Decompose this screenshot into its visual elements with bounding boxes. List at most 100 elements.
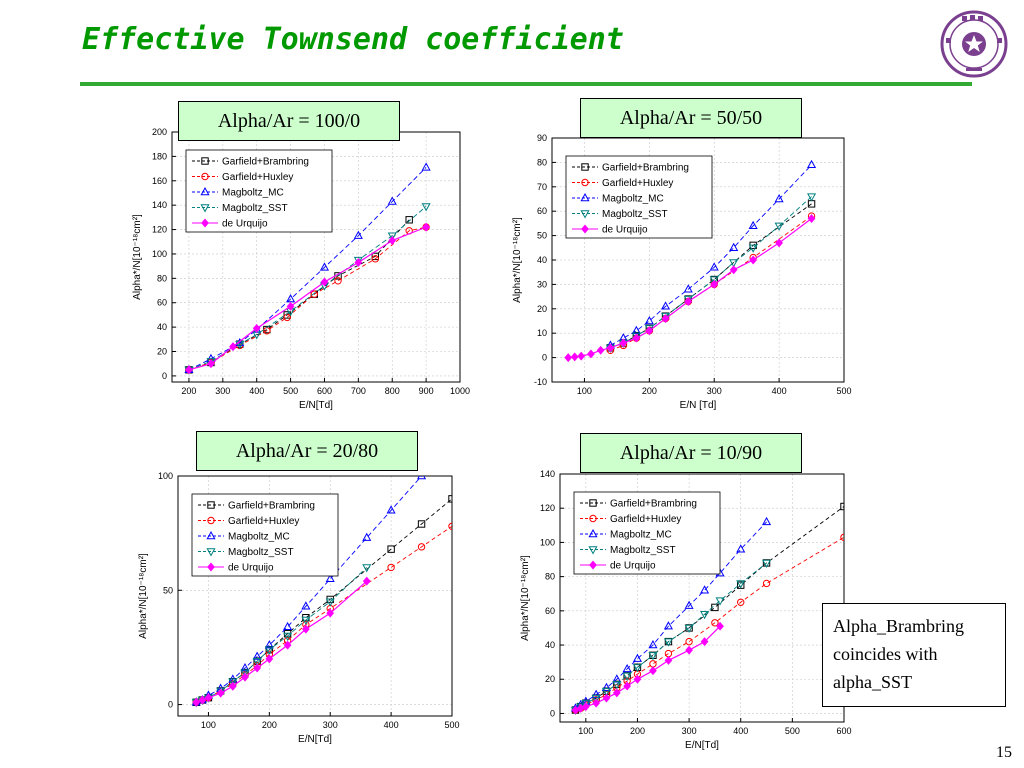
data-point — [264, 646, 274, 655]
data-point — [417, 520, 426, 528]
data-point — [371, 255, 379, 263]
chart-alpha-ar-20-80: 100 200 300 400 500 0 50 100 E/N[Td] Alpha*/N[10⁻… — [128, 462, 478, 752]
x-tick-label: 1000 — [450, 386, 470, 396]
y-tick-label: 0 — [162, 371, 167, 381]
plot-frame — [559, 473, 845, 723]
x-tick-label: 500 — [444, 720, 459, 730]
legend-marker — [589, 499, 597, 507]
data-point — [601, 682, 612, 691]
legend-marker — [201, 218, 209, 228]
data-point — [310, 290, 319, 298]
chart-alpha-ar-100-0: 200 300 400 500 600 700 800 900 1000 0 20 40 60 80 100… — [118, 120, 478, 420]
legend-label: Garfield+Huxley — [222, 172, 293, 183]
data-point — [325, 598, 335, 607]
legend-marker — [588, 546, 598, 555]
y-tick-label: -10 — [534, 377, 547, 387]
legend-label: Garfield+Huxley — [602, 178, 673, 189]
data-point — [749, 255, 758, 265]
y-tick-label: 40 — [545, 640, 555, 650]
data-point — [661, 314, 670, 324]
y-tick-label: 0 — [542, 353, 547, 363]
data-point — [192, 697, 201, 707]
data-point — [663, 638, 673, 647]
series-line — [188, 167, 427, 371]
data-point — [564, 353, 573, 363]
data-point — [684, 297, 693, 306]
legend-label: Magboltz_SST — [602, 209, 668, 220]
y-tick-label: 140 — [540, 469, 555, 479]
data-point — [612, 681, 622, 690]
label-alpha-ar-20-80: Alpha/Ar = 20/80 — [196, 431, 418, 471]
legend: Garfield+Brambring Garfield+Huxley Magbolt… — [185, 149, 333, 233]
data-point — [729, 242, 739, 251]
legend-label: de Urquijo — [222, 219, 268, 230]
y-tick-label: 80 — [545, 572, 555, 582]
data-point — [185, 365, 193, 375]
series-line — [568, 218, 812, 359]
legend-marker — [589, 514, 597, 523]
series-line — [188, 219, 410, 371]
plot-frame — [177, 475, 453, 717]
data-point — [664, 655, 673, 665]
legend-label: Garfield+Brambring — [602, 163, 689, 174]
legend-marker — [200, 186, 210, 196]
data-point — [649, 660, 657, 668]
data-point — [581, 702, 590, 712]
y-tick-label: 120 — [152, 225, 167, 235]
legend: Garfield+Brambring Garfield+Huxley Magbolt… — [191, 493, 339, 577]
data-point — [229, 342, 237, 352]
data-point — [761, 516, 772, 526]
data-point — [736, 580, 746, 589]
legend-label: Magboltz_SST — [610, 545, 676, 556]
data-point — [661, 301, 671, 310]
data-point — [710, 279, 719, 289]
y-tick-label: 40 — [157, 322, 167, 332]
data-point — [631, 325, 641, 334]
legend-marker — [588, 528, 598, 538]
legend-marker — [201, 172, 209, 181]
data-point — [362, 564, 372, 573]
y-tick-label: 20 — [537, 304, 547, 314]
data-point — [417, 476, 427, 480]
x-tick-label: 100 — [577, 386, 592, 396]
data-point — [286, 294, 296, 303]
data-point — [253, 663, 262, 673]
data-point — [840, 502, 844, 511]
series-garfield-brambring — [185, 216, 413, 374]
data-point — [264, 640, 274, 649]
data-point — [228, 678, 238, 687]
data-point — [228, 681, 237, 691]
data-point — [729, 259, 739, 268]
y-tick-label: 80 — [157, 273, 167, 283]
y-tick-label: 20 — [545, 674, 555, 684]
y-tick-label: 100 — [540, 537, 555, 547]
legend-marker — [580, 192, 590, 202]
data-point — [387, 232, 397, 241]
legend-label: de Urquijo — [602, 225, 648, 236]
data-point — [762, 579, 771, 588]
data-point — [405, 216, 413, 224]
y-tick-label: 50 — [163, 585, 173, 595]
data-point — [326, 608, 335, 618]
data-point — [387, 563, 395, 572]
data-point — [685, 645, 693, 655]
legend-label: Garfield+Brambring — [228, 501, 315, 512]
data-point — [622, 663, 632, 673]
x-tick-label: 300 — [323, 720, 338, 730]
data-point — [448, 495, 452, 503]
label-alpha-ar-50-50: Alpha/Ar = 50/50 — [580, 98, 802, 138]
x-axis-label: E/N [Td] — [680, 400, 717, 411]
y-tick-label: 100 — [152, 249, 167, 259]
legend-marker — [200, 204, 210, 213]
data-point — [623, 681, 631, 691]
y-tick-label: 120 — [540, 503, 555, 513]
x-tick-label: 200 — [642, 386, 657, 396]
x-tick-label: 300 — [682, 726, 697, 736]
slide-title: Effective Townsend coefficient — [82, 22, 624, 57]
data-point — [807, 193, 817, 202]
brambring-note: Alpha_Brambring coincides with alpha_SST — [822, 603, 1006, 707]
data-point — [632, 333, 641, 343]
data-point — [715, 597, 725, 606]
data-point — [807, 214, 816, 223]
legend-marker — [580, 210, 590, 219]
